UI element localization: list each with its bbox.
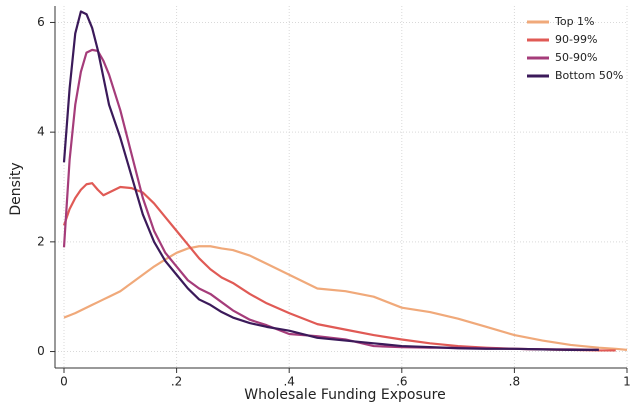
x-tick-label: .2	[171, 375, 182, 389]
series-line	[62, 10, 599, 351]
series-line	[62, 182, 616, 352]
x-axis-label: Wholesale Funding Exposure	[244, 387, 445, 403]
y-tick-label: 2	[37, 234, 45, 248]
y-axis-label: Density	[8, 162, 24, 215]
x-tick-label: 0	[60, 375, 68, 389]
y-tick-label: 6	[37, 15, 45, 29]
legend-label: 90-99%	[555, 33, 597, 46]
series-line	[62, 48, 599, 351]
legend-label: Top 1%	[554, 15, 595, 28]
x-tick-label: .6	[396, 375, 407, 389]
series-line	[63, 245, 628, 351]
x-tick-label: 1	[623, 375, 631, 389]
y-tick-label: 0	[37, 344, 45, 358]
x-tick-label: .4	[283, 375, 294, 389]
legend-label: 50-90%	[555, 51, 597, 64]
x-tick-label: .8	[509, 375, 520, 389]
legend-label: Bottom 50%	[555, 69, 623, 82]
y-tick-label: 4	[37, 125, 45, 139]
